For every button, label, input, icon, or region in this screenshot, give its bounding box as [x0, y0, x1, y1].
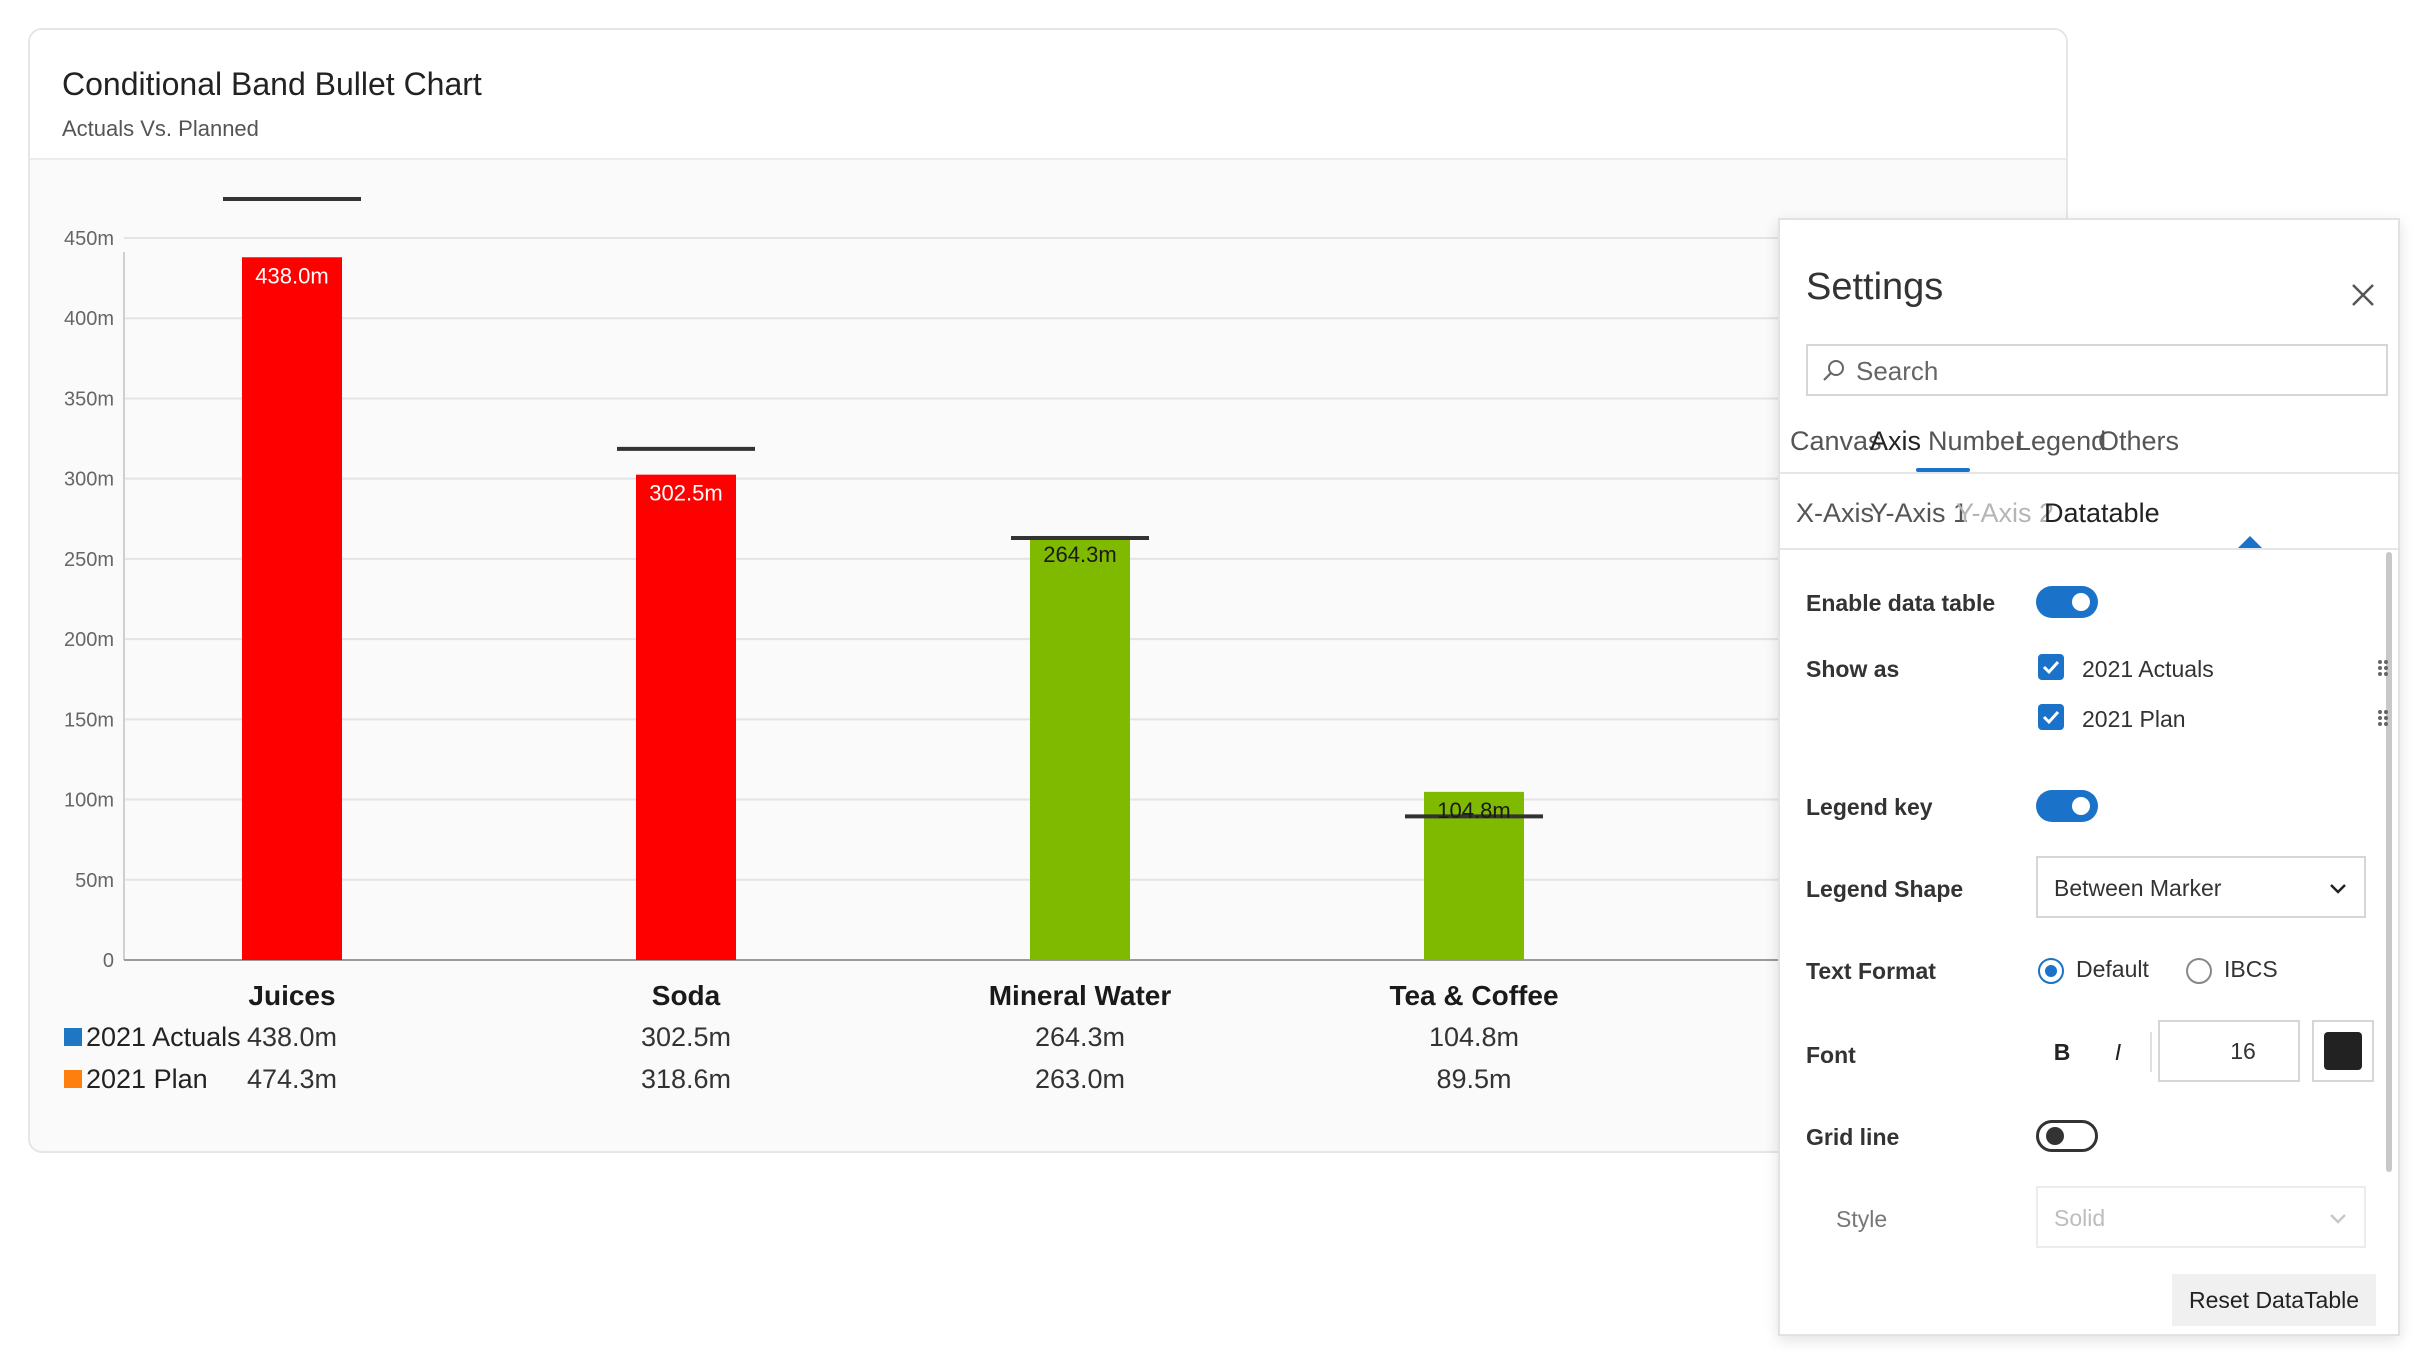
y-tick-label: 50m	[75, 870, 114, 892]
legend-key-label: Legend key	[1806, 794, 1933, 820]
reset-datatable-button[interactable]: Reset DataTable	[2172, 1274, 2376, 1326]
legend-shape-label: Legend Shape	[1806, 876, 1964, 902]
tab-others[interactable]: Others	[2098, 426, 2180, 456]
subtab-datatable[interactable]: Datatable	[2044, 498, 2160, 528]
subtab-y-axis-1[interactable]: Y-Axis 1	[1870, 498, 1969, 528]
y-tick-label: 400m	[64, 308, 114, 330]
bar-2	[636, 474, 736, 960]
checkbox-2021-actuals[interactable]	[2038, 654, 2064, 680]
drag-handle-icon[interactable]	[2376, 708, 2390, 728]
style-dropdown: Solid	[2036, 1186, 2366, 1248]
chevron-down-icon	[2330, 1214, 2346, 1224]
data-table-cell: 474.3m	[247, 1064, 337, 1094]
enable-data-table-toggle[interactable]	[2036, 586, 2098, 618]
show-as-item-label: 2021 Plan	[2082, 706, 2186, 732]
checkmark-icon	[2042, 660, 2060, 675]
axis-subtabs: X-Axis Y-Axis 1 Y-Axis 2 Datatable	[1780, 488, 2398, 550]
y-tick-label: 350m	[64, 388, 114, 410]
active-subtab-caret	[2238, 536, 2262, 548]
data-table-cell: 318.6m	[641, 1064, 731, 1094]
subtab-x-axis[interactable]: X-Axis	[1796, 498, 1875, 528]
bar-value-label: 302.5m	[649, 481, 722, 506]
settings-title: Settings	[1806, 266, 1944, 308]
chart-card: 0 50m 100m 150m 200m 250m 300m 350m 400m 450m 438.…	[28, 28, 2068, 1153]
grid-line-toggle[interactable]	[2036, 1120, 2098, 1152]
data-table-cell: 263.0m	[1035, 1064, 1125, 1094]
y-tick-label: 450m	[64, 228, 114, 250]
y-tick-label: 200m	[64, 629, 114, 651]
search-icon	[1823, 360, 1844, 381]
grid-line-label: Grid line	[1806, 1124, 1900, 1150]
chart-canvas: 0 50m 100m 150m 200m 250m 300m 350m 400m 450m 438.…	[64, 197, 2060, 1094]
settings-tabs: Canvas Axis Number Legend Others	[1780, 416, 2398, 474]
bold-button[interactable]: B	[2053, 1039, 2071, 1065]
data-table-row-label: 2021 Actuals	[86, 1022, 241, 1052]
format-divider	[2150, 1032, 2152, 1072]
bar-4	[1424, 791, 1524, 960]
close-button[interactable]	[2348, 280, 2378, 310]
font-color-picker[interactable]	[2312, 1020, 2374, 1082]
data-table-cell: 302.5m	[641, 1022, 731, 1052]
toggle-knob	[2072, 797, 2090, 815]
category-label: Tea & Coffee	[1389, 980, 1558, 1011]
legend-key-swatch	[64, 1070, 82, 1088]
subtab-y-axis-2: Y-Axis 2	[1956, 498, 2055, 528]
card-header: Conditional Band Bullet Chart Actuals Vs…	[30, 30, 2066, 160]
data-table-cell: 89.5m	[1436, 1064, 1511, 1094]
radio-ibcs[interactable]	[2186, 958, 2212, 984]
show-as-label: Show as	[1806, 656, 1900, 682]
radio-ibcs-label: IBCS	[2224, 956, 2278, 982]
panel-scrollbar[interactable]	[2386, 552, 2392, 1172]
bar-1	[242, 257, 342, 961]
radio-default-label: Default	[2076, 956, 2149, 982]
tab-canvas[interactable]: Canvas	[1790, 426, 1882, 456]
data-table-cell: 264.3m	[1035, 1022, 1125, 1052]
toggle-knob	[2046, 1127, 2064, 1145]
category-label: Juices	[248, 980, 335, 1011]
font-label: Font	[1806, 1042, 1856, 1068]
bar-value-label: 264.3m	[1043, 542, 1116, 567]
settings-panel: Settings Canvas Axis Number Legend Other…	[1778, 218, 2400, 1336]
toggle-knob	[2072, 593, 2090, 611]
radio-default[interactable]	[2038, 958, 2064, 984]
chart-title: Conditional Band Bullet Chart	[62, 66, 482, 102]
y-tick-label: 300m	[64, 469, 114, 491]
y-tick-label: 250m	[64, 549, 114, 571]
bar-value-label: 104.8m	[1437, 798, 1510, 823]
drag-handle-icon[interactable]	[2376, 658, 2390, 678]
font-color-swatch	[2324, 1032, 2362, 1070]
style-value: Solid	[2054, 1205, 2106, 1231]
y-tick-label: 100m	[64, 790, 114, 812]
text-format-label: Text Format	[1806, 958, 1936, 984]
category-label: Soda	[652, 980, 721, 1011]
tab-legend[interactable]: Legend	[2016, 426, 2107, 456]
enable-data-table-label: Enable data table	[1806, 590, 1996, 616]
search-input[interactable]	[1854, 354, 2358, 388]
checkmark-icon	[2042, 710, 2060, 725]
tab-number[interactable]: Number	[1928, 426, 2025, 456]
italic-button[interactable]: I	[2114, 1039, 2122, 1065]
legend-key-toggle[interactable]	[2036, 790, 2098, 822]
y-tick-label: 150m	[64, 709, 114, 731]
chevron-down-icon	[2330, 884, 2346, 894]
data-table-cell: 438.0m	[247, 1022, 337, 1052]
category-label: Mineral Water	[989, 980, 1172, 1011]
style-label: Style	[1836, 1206, 1888, 1232]
legend-key-swatch	[64, 1028, 82, 1046]
legend-shape-dropdown[interactable]: Between Marker	[2036, 856, 2366, 918]
y-tick-label: 0	[103, 950, 114, 972]
data-table-cell: 104.8m	[1429, 1022, 1519, 1052]
checkbox-2021-plan[interactable]	[2038, 704, 2064, 730]
close-icon[interactable]	[2348, 280, 2378, 310]
chart-subtitle: Actuals Vs. Planned	[62, 116, 259, 141]
bar-3	[1030, 535, 1130, 960]
legend-shape-value: Between Marker	[2054, 875, 2222, 901]
active-tab-indicator	[1916, 468, 1970, 472]
show-as-item-label: 2021 Actuals	[2082, 656, 2214, 682]
search-box[interactable]	[1806, 344, 2388, 396]
bar-value-label: 438.0m	[255, 263, 328, 288]
tab-axis[interactable]: Axis	[1870, 426, 1922, 456]
data-table-row-label: 2021 Plan	[86, 1064, 208, 1094]
font-size-input[interactable]	[2158, 1020, 2300, 1082]
